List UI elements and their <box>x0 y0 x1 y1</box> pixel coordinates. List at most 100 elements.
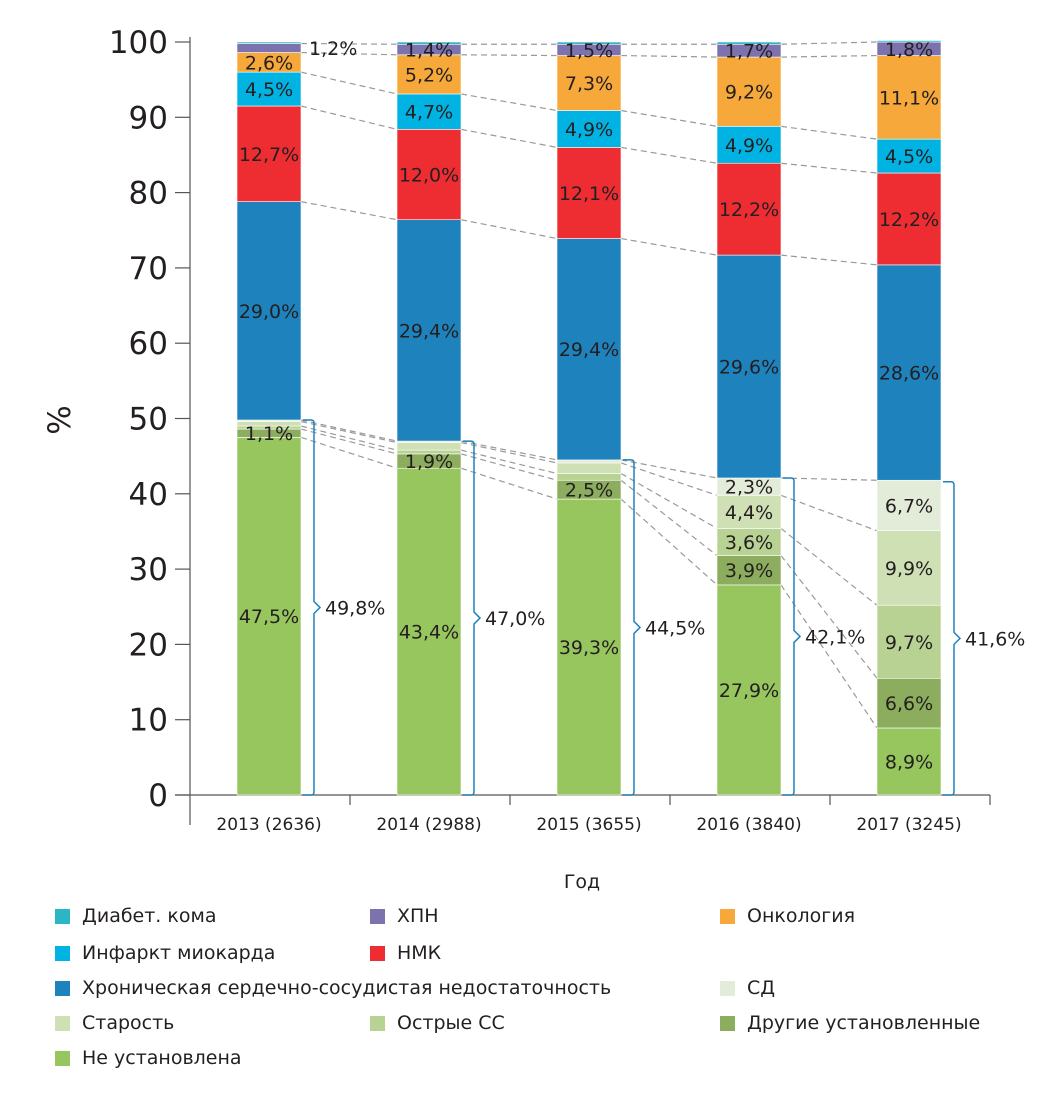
bar-segment <box>876 40 942 43</box>
connector-line <box>780 494 878 532</box>
x-tick-label: 2017 (3245) <box>856 815 961 835</box>
legend-item: Онкология <box>720 905 855 927</box>
connector-line <box>300 71 398 95</box>
connector-line <box>780 254 878 266</box>
data-label: 29,4% <box>559 339 619 361</box>
legend-swatch <box>55 1015 70 1031</box>
connector-line <box>460 128 558 149</box>
legend-swatch <box>55 980 70 996</box>
legend-label: Острые СС <box>397 1012 505 1034</box>
bar-segment <box>876 530 942 606</box>
bar-segment <box>556 147 622 239</box>
legend-label: Онкология <box>747 905 856 927</box>
connector-line <box>620 54 718 58</box>
legend-label: Не установлена <box>82 1047 242 1069</box>
bar-segment <box>396 54 462 95</box>
legend-item: ХПН <box>370 905 439 927</box>
connector-line <box>300 201 398 221</box>
data-label: 47,5% <box>239 606 299 628</box>
data-label: 29,4% <box>399 320 459 342</box>
legend-item: Старость <box>55 1012 174 1034</box>
y-tick-label: 30 <box>129 552 168 588</box>
connector-line <box>620 459 718 479</box>
legend-item: Другие установленные <box>720 1012 980 1034</box>
bar-segment <box>876 479 942 531</box>
connector-line <box>460 54 558 57</box>
data-label: 12,2% <box>879 209 939 231</box>
legend-swatch <box>55 908 70 924</box>
legend-swatch <box>720 1015 735 1031</box>
x-tick-label: 2015 (3655) <box>536 815 641 835</box>
connector-line <box>300 428 398 455</box>
data-label: 12,2% <box>719 199 779 221</box>
bar-segment <box>396 442 462 451</box>
total-bracket <box>623 459 642 796</box>
connector-line <box>460 467 558 500</box>
total-label: 47,0% <box>485 608 545 630</box>
y-axis-label: % <box>42 405 78 434</box>
bar-segment <box>236 43 302 53</box>
bar-segment <box>556 498 622 796</box>
legend-item: НМК <box>370 942 441 964</box>
legend-label: Хроническая сердечно-сосудистая недостат… <box>82 977 612 999</box>
data-label: 2,6% <box>245 52 293 74</box>
total-label: 42,1% <box>805 626 865 648</box>
bar-segment <box>556 459 622 464</box>
data-label: 9,9% <box>885 558 933 580</box>
legend-item: Инфаркт миокарда <box>55 942 275 964</box>
bar-segment <box>716 162 782 256</box>
bar-segment <box>236 41 302 44</box>
data-label: 4,9% <box>565 119 613 141</box>
legend-label: НМК <box>397 942 442 964</box>
data-label: 12,7% <box>239 144 299 166</box>
data-label: 27,9% <box>719 680 779 702</box>
bar-segment <box>876 55 942 140</box>
legend-swatch <box>370 1015 385 1031</box>
connector-line <box>300 420 398 444</box>
connector-line <box>460 219 558 240</box>
y-tick-label: 0 <box>148 778 168 814</box>
legend-label: Диабет. кома <box>82 905 217 927</box>
connector-line <box>780 162 878 174</box>
data-label: 5,2% <box>405 64 453 86</box>
total-label: 49,8% <box>325 598 385 620</box>
data-label: 4,7% <box>405 102 453 124</box>
data-label: 1,8% <box>885 39 933 61</box>
connector-line <box>780 527 878 606</box>
x-tick-label: 2016 (3840) <box>696 815 801 835</box>
data-label: 1,9% <box>405 451 453 473</box>
bar-segment <box>396 219 462 442</box>
y-tick-label: 80 <box>129 176 168 212</box>
legend-item: Не установлена <box>55 1047 242 1069</box>
connector-line <box>460 449 558 475</box>
legend-swatch <box>720 908 735 924</box>
data-label: 6,6% <box>885 693 933 715</box>
bar-segment <box>716 56 782 127</box>
y-tick-label: 70 <box>129 251 168 287</box>
connector-line <box>460 93 558 112</box>
connector-line <box>460 442 558 464</box>
connector-line <box>300 425 398 451</box>
bar-segment <box>556 110 622 148</box>
y-tick-label: 60 <box>129 326 168 362</box>
connector-line <box>620 479 718 557</box>
data-label: 6,7% <box>885 495 933 517</box>
y-tick-label: 50 <box>129 402 168 438</box>
connector-line <box>460 440 558 461</box>
data-label: 12,1% <box>559 183 619 205</box>
y-tick-label: 90 <box>129 100 168 136</box>
legend-label: Старость <box>82 1012 175 1034</box>
bar-segment <box>716 254 782 479</box>
legend-label: Инфаркт миокарда <box>82 942 276 964</box>
connector-line <box>460 453 558 481</box>
data-label: 4,5% <box>245 79 293 101</box>
total-bracket <box>943 481 962 796</box>
connector-line <box>620 146 718 164</box>
legend-swatch <box>370 945 385 961</box>
connector-line <box>620 237 718 256</box>
data-label: 3,9% <box>725 560 773 582</box>
connector-line <box>620 462 718 496</box>
legend-swatch <box>55 1050 70 1066</box>
data-label: 43,4% <box>399 622 459 644</box>
